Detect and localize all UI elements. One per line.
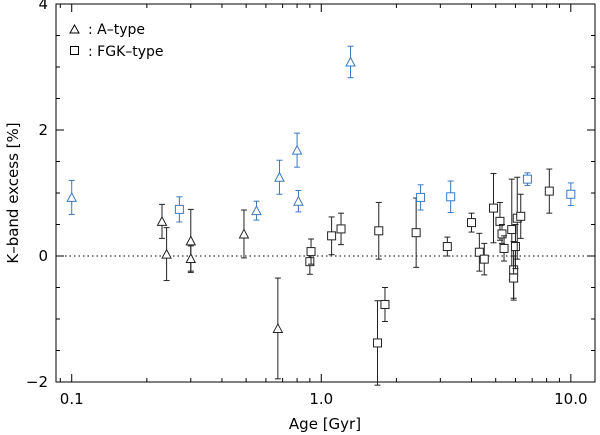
- y-tick-label: 2: [38, 121, 48, 139]
- data-points: [66, 45, 576, 386]
- a-type-point: [66, 191, 78, 202]
- x-tick-label: 10.0: [554, 390, 587, 408]
- fgk-type-point: [489, 203, 499, 213]
- legend-label-fgk-type: : FGK–type: [88, 44, 164, 60]
- fgk-type-point: [174, 204, 184, 214]
- fgk-type-point: [372, 338, 382, 348]
- a-type-point: [156, 215, 168, 226]
- a-type-point: [185, 252, 197, 264]
- a-type-point: [251, 205, 262, 216]
- fgk-type-point: [467, 218, 477, 228]
- fgk-type-point: [510, 242, 520, 252]
- x-axis-ticks: 0.1 1.0 10.0: [60, 4, 588, 408]
- a-type-point: [161, 248, 172, 259]
- fgk-type-point: [380, 300, 390, 310]
- fgk-type-point: [509, 273, 519, 283]
- y-tick-label: −2: [26, 373, 48, 391]
- fgk-type-point: [516, 211, 526, 221]
- a-type-point: [185, 235, 197, 246]
- fgk-type-point: [305, 257, 315, 267]
- plot-frame: [55, 3, 596, 383]
- fgk-type-point: [479, 254, 489, 264]
- fgk-type-point: [336, 224, 346, 234]
- fgk-type-point: [442, 242, 452, 252]
- a-type-point: [272, 322, 284, 333]
- fgk-type-point: [507, 225, 517, 235]
- legend-triangle-icon: [69, 23, 80, 34]
- x-axis-label: Age [Gyr]: [289, 415, 361, 433]
- x-tick-label: 0.1: [60, 390, 84, 408]
- y-axis-label: K–band excess [%]: [4, 122, 22, 263]
- y-tick-label: 4: [38, 0, 48, 13]
- legend-square-icon: [70, 46, 79, 55]
- fgk-type-point: [497, 229, 507, 239]
- a-type-point: [238, 228, 250, 239]
- a-type-point: [293, 195, 304, 206]
- y-tick-label: 0: [38, 247, 48, 265]
- fgk-type-point: [446, 192, 456, 202]
- a-type-point: [291, 144, 303, 155]
- fgk-type-point: [374, 226, 384, 236]
- x-tick-label: 1.0: [309, 390, 333, 408]
- fgk-type-point: [499, 243, 509, 253]
- fgk-type-point: [306, 247, 316, 257]
- a-type-point: [274, 171, 285, 182]
- a-type-point: [345, 56, 356, 67]
- fgk-type-point: [495, 216, 505, 226]
- fgk-type-point: [544, 186, 554, 196]
- fgk-type-point: [327, 231, 337, 241]
- fgk-type-point: [566, 189, 576, 199]
- y-axis-ticks: −2 0 2 4: [26, 0, 595, 391]
- fgk-type-point: [522, 174, 532, 184]
- fgk-type-point: [416, 192, 426, 202]
- legend: : A–type : FGK–type: [69, 22, 164, 60]
- fgk-type-point: [474, 247, 484, 257]
- legend-label-a-type: : A–type: [88, 22, 145, 38]
- fgk-type-point: [411, 228, 421, 238]
